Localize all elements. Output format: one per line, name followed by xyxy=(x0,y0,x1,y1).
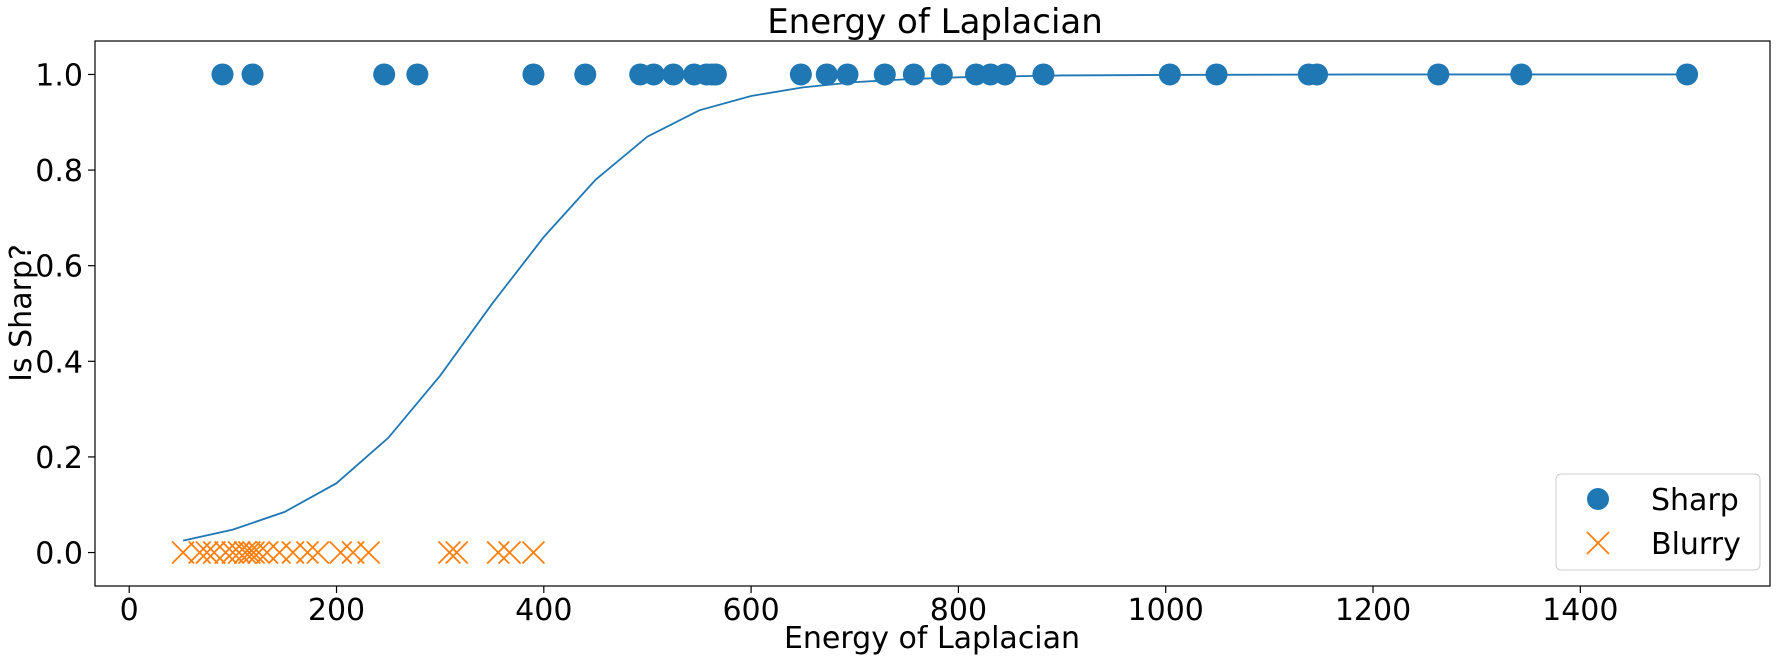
chart-title: Energy of Laplacian xyxy=(767,2,1103,42)
sharp-point xyxy=(662,63,685,86)
sharp-point xyxy=(994,63,1017,86)
sharp-point xyxy=(642,63,665,86)
sharp-point xyxy=(1510,63,1533,86)
sharp-point xyxy=(873,63,896,86)
legend-sharp-marker xyxy=(1587,488,1609,510)
blurry-point xyxy=(486,540,510,565)
blurry-point xyxy=(521,540,546,565)
sharp-point xyxy=(1158,63,1181,86)
x-tick-label: 1200 xyxy=(1335,593,1411,628)
sharp-point xyxy=(1205,63,1228,86)
sharp-point xyxy=(1032,63,1055,86)
sharp-point xyxy=(815,63,838,86)
blurry-point xyxy=(497,540,522,565)
sharp-point xyxy=(1306,63,1329,86)
sharp-point xyxy=(574,63,597,86)
x-tick-label: 200 xyxy=(308,593,365,628)
sharp-point xyxy=(406,63,429,86)
blurry-point xyxy=(171,540,195,565)
x-tick-label: 1400 xyxy=(1542,593,1618,628)
sharp-point xyxy=(789,63,812,86)
blurry-point xyxy=(357,540,381,565)
plot-frame xyxy=(94,40,1771,587)
sharp-point xyxy=(836,63,859,86)
x-tick-label: 400 xyxy=(515,593,572,628)
blurry-point xyxy=(437,540,462,565)
x-axis: 0 200 400 600 800 1000 1200 1400 xyxy=(120,586,1618,628)
sharp-point xyxy=(211,63,234,86)
x-tick-label: 1000 xyxy=(1128,593,1204,628)
blurry-point xyxy=(295,540,320,565)
legend: Sharp Blurry xyxy=(1555,473,1761,571)
legend-label: Sharp xyxy=(1651,483,1739,518)
blurry-point xyxy=(329,540,353,565)
blurry-point xyxy=(255,540,279,565)
blurry-point xyxy=(306,540,330,565)
fit-curve xyxy=(182,73,1688,542)
sharp-point xyxy=(1676,63,1699,86)
sharp-point xyxy=(522,63,545,86)
y-axis-label: Is Sharp? xyxy=(4,244,39,382)
y-tick-label: 0.0 xyxy=(35,537,83,572)
blurry-point xyxy=(445,540,469,565)
blurry-point xyxy=(267,540,292,565)
legend-label: Blurry xyxy=(1651,527,1741,562)
sharp-point xyxy=(373,63,396,86)
blurry-point xyxy=(221,540,245,565)
x-tick-label: 800 xyxy=(930,593,987,628)
y-tick-label: 0.4 xyxy=(35,345,83,380)
sharp-point xyxy=(704,63,727,86)
blurry-point xyxy=(195,540,219,565)
legend-items: Sharp Blurry xyxy=(1586,483,1741,562)
blurry-point xyxy=(202,540,226,565)
sharp-point xyxy=(1427,63,1450,86)
y-tick-label: 0.8 xyxy=(35,154,83,189)
x-axis-label: Energy of Laplacian xyxy=(784,621,1080,656)
sharp-point xyxy=(241,63,264,86)
y-tick-label: 1.0 xyxy=(35,58,83,93)
y-tick-label: 0.6 xyxy=(35,250,83,285)
legend-blurry-marker xyxy=(1586,531,1610,555)
sharp-point xyxy=(930,63,953,86)
plot-area xyxy=(171,63,1699,565)
blurry-point xyxy=(237,540,262,565)
blurry-point xyxy=(247,540,271,565)
x-tick-label: 0 xyxy=(120,593,139,628)
sharp-point xyxy=(902,63,925,86)
x-tick-label: 600 xyxy=(722,593,779,628)
y-axis: 0.0 0.2 0.4 0.6 0.8 1.0 xyxy=(35,58,95,572)
y-tick-label: 0.2 xyxy=(35,441,83,476)
